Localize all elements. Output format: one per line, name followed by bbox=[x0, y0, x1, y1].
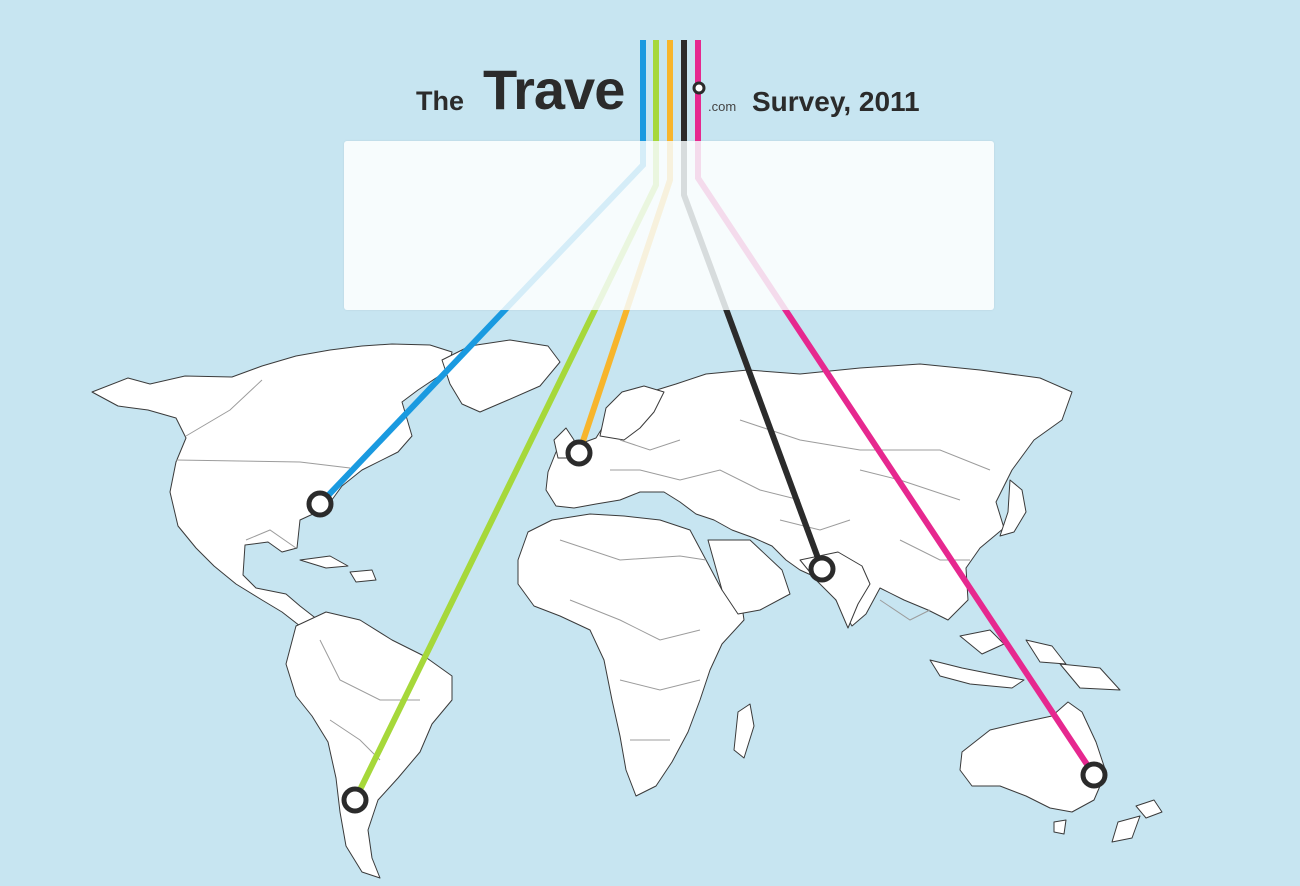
japan-landmass bbox=[999, 479, 1027, 537]
north-america-landmass bbox=[91, 343, 453, 627]
caribbean-islands bbox=[299, 555, 377, 583]
overlay-panel bbox=[344, 141, 994, 310]
marker-north-america[interactable] bbox=[306, 490, 334, 518]
title-prefix: The bbox=[416, 86, 465, 116]
route-black bbox=[723, 310, 825, 571]
route-blue bbox=[317, 310, 509, 507]
south-america-landmass bbox=[285, 611, 453, 879]
africa-landmass bbox=[517, 513, 745, 797]
scandinavia-landmass bbox=[599, 385, 665, 441]
route-green bbox=[352, 310, 599, 802]
title-brand: Trave bbox=[483, 58, 625, 121]
madagascar-landmass bbox=[733, 703, 755, 759]
logo-pin-icon bbox=[692, 81, 706, 95]
greenland-landmass bbox=[441, 339, 561, 413]
new-zealand-landmass bbox=[1111, 799, 1163, 843]
route-pink bbox=[781, 310, 1097, 777]
marker-south-america[interactable] bbox=[341, 786, 369, 814]
marker-australia[interactable] bbox=[1080, 761, 1108, 789]
title-suffix: Survey, 2011 bbox=[752, 86, 920, 117]
marker-south-asia[interactable] bbox=[808, 555, 836, 583]
title-domain-suffix: .com bbox=[708, 99, 737, 114]
route-orange bbox=[576, 310, 630, 454]
marker-europe[interactable] bbox=[565, 439, 593, 467]
tasmania-landmass bbox=[1053, 819, 1067, 835]
arabia-landmass bbox=[707, 539, 791, 615]
